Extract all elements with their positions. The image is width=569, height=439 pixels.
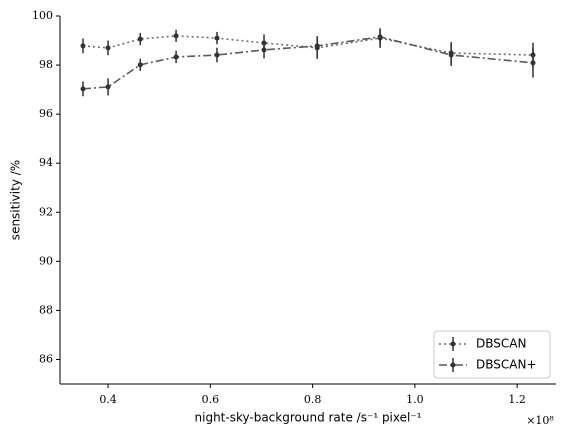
legend-marker: [450, 362, 456, 368]
legend-box: [433, 330, 551, 379]
y-tick-label: 94: [39, 156, 53, 169]
data-point: [80, 86, 86, 92]
legend-marker: [450, 341, 456, 347]
x-tick-label: 1.0: [406, 393, 424, 406]
x-tick-label: 0.4: [99, 393, 117, 406]
data-point: [214, 35, 220, 41]
data-point: [448, 52, 454, 58]
series-line: [82, 35, 534, 56]
data-point: [173, 54, 179, 60]
x-offset-label: ×10⁸: [526, 414, 554, 427]
y-tick-label: 90: [39, 254, 53, 267]
data-point: [137, 62, 143, 68]
y-tick-label: 86: [39, 352, 53, 365]
y-tick-label: 100: [32, 9, 53, 22]
legend-label: DBSCAN+: [476, 358, 537, 372]
data-point: [377, 34, 383, 40]
y-tick-label: 92: [39, 205, 53, 218]
y-tick-label: 88: [39, 303, 53, 316]
y-tick-label: 96: [39, 107, 53, 120]
y-tick-label: 98: [39, 58, 53, 71]
data-point: [214, 52, 220, 58]
x-axis-label: night-sky-background rate /s⁻¹ pixel⁻¹: [195, 411, 422, 425]
legend-label: DBSCAN: [476, 337, 526, 351]
y-axis-label: sensitivity /%: [9, 160, 23, 240]
data-point: [261, 47, 267, 53]
data-point: [173, 33, 179, 39]
x-tick-label: 0.6: [202, 393, 220, 406]
data-point: [105, 84, 111, 90]
x-tick-label: 1.2: [508, 393, 526, 406]
data-point: [137, 36, 143, 42]
x-tick-label: 0.8: [304, 393, 322, 406]
data-point: [530, 60, 536, 66]
series-line: [82, 36, 534, 90]
data-point: [105, 45, 111, 51]
data-point: [314, 43, 320, 49]
data-point: [80, 43, 86, 49]
